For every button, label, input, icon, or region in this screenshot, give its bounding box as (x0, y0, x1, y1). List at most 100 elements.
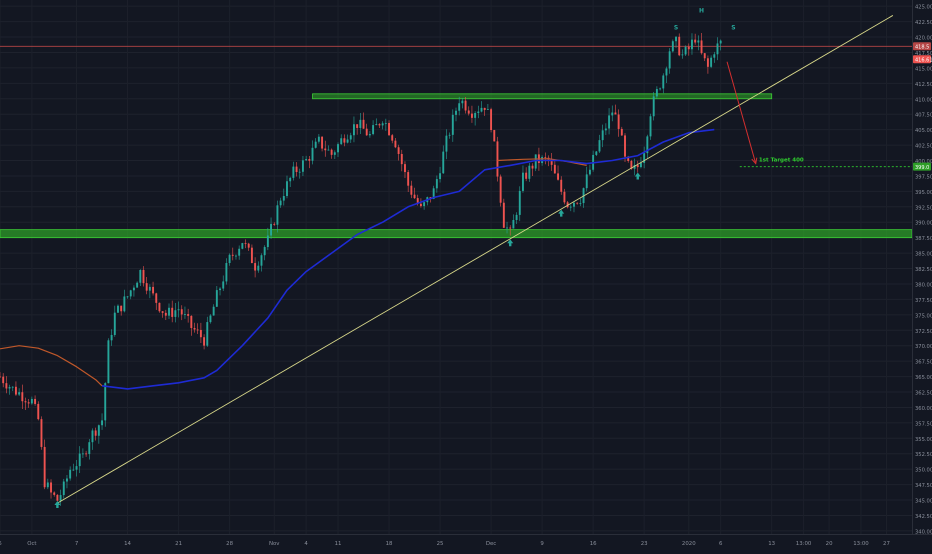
candle-body (56, 494, 59, 501)
candle-body (525, 172, 528, 179)
candle-body (94, 430, 97, 436)
candle-body (295, 166, 298, 173)
candle-body (362, 119, 365, 129)
y-tick-label: 352.50 (915, 452, 932, 458)
candle-body (432, 188, 435, 199)
y-tick-label: 405.00 (915, 128, 932, 134)
x-tick-label: 4 (304, 541, 308, 547)
candle-body (2, 376, 5, 384)
pattern-label: H (699, 7, 704, 14)
moving-average-orange (0, 345, 103, 387)
candle-body (585, 174, 588, 189)
candle-body (215, 290, 218, 307)
candle-body (655, 89, 658, 97)
x-tick-label: 18 (386, 541, 393, 547)
candle-body (601, 130, 604, 141)
candle-body (164, 312, 167, 316)
candle-body (59, 495, 62, 501)
y-tick-label: 355.00 (915, 437, 932, 443)
candle-body (349, 135, 352, 140)
target-arrow-head (751, 157, 758, 165)
candle-body (662, 75, 665, 89)
candle-body (238, 248, 241, 256)
candle-body (53, 492, 56, 495)
candle-body (384, 123, 387, 124)
target-arrow (726, 61, 757, 164)
candle-body (203, 337, 206, 346)
trendline (57, 15, 894, 504)
price-badge-label: 399.0 (915, 165, 929, 171)
y-tick-label: 365.00 (915, 375, 932, 381)
y-tick-label: 412.50 (915, 82, 932, 88)
candle-body (113, 312, 116, 335)
x-tick-label: 16 (590, 541, 597, 547)
candle-body (509, 227, 512, 229)
candle-body (515, 214, 518, 220)
x-tick-label: 6 (719, 541, 723, 547)
candle-body (247, 243, 250, 248)
x-tick-label: Oct (27, 541, 36, 547)
y-tick-label: 342.50 (915, 514, 932, 520)
candle-body (308, 159, 311, 161)
y-axis[interactable]: 340.00 342.50 345.00 347.50 350.00 352.50 355.… (912, 0, 932, 550)
x-tick-label: Nov (269, 541, 280, 547)
y-tick-label: 370.00 (915, 344, 932, 350)
x-axis[interactable]: 6 Oct 7 14 21 28 Nov 4 11 18 25 Dec 9 16 23 2020 6 13 13:0… (0, 534, 932, 548)
y-tick-label: 380.00 (915, 282, 932, 288)
candle-body (117, 305, 119, 313)
candle-body (566, 202, 569, 208)
y-tick-label: 422.50 (915, 20, 932, 26)
x-tick-label: 23 (641, 541, 648, 547)
candle-body (620, 128, 623, 136)
candle-body (595, 151, 598, 155)
candle-body (158, 302, 161, 312)
candle-body (368, 134, 371, 136)
price-badge (913, 42, 931, 51)
candle-body (324, 148, 327, 151)
candle-body (97, 425, 100, 436)
candle-body (161, 311, 164, 313)
y-tick-label: 362.50 (915, 391, 932, 397)
y-tick-label: 340.00 (915, 529, 932, 535)
candle-body (649, 116, 652, 137)
candle-body (145, 283, 148, 291)
candle-body (608, 115, 611, 129)
candle-body (499, 176, 502, 203)
candle-body (206, 322, 209, 346)
pivot-arrow-marker (558, 209, 565, 217)
x-tick-label: 20 (826, 541, 833, 547)
x-tick-label: 13:00 (853, 541, 869, 547)
x-tick-label: 13:00 (796, 541, 812, 547)
candle-body (486, 109, 489, 110)
candle-body (136, 282, 139, 288)
y-tick-label: 420.00 (915, 36, 932, 42)
candle-body (337, 144, 339, 153)
candle-body (101, 420, 103, 426)
candle-body (413, 194, 416, 199)
y-tick-label: 377.50 (915, 298, 932, 304)
candle-body (66, 478, 68, 482)
y-tick-label: 360.00 (915, 406, 932, 412)
candle-body (614, 112, 617, 115)
y-tick-label: 390.00 (915, 221, 932, 227)
candle-body (423, 202, 426, 207)
candle-body (576, 202, 579, 204)
candle-body (681, 54, 684, 56)
candle-body (282, 196, 285, 201)
candle-body (5, 383, 8, 389)
candle-body (716, 43, 719, 55)
y-tick-label: 345.00 (915, 499, 932, 505)
candle-body (40, 419, 43, 447)
candle-body (132, 287, 135, 291)
candle-body (34, 398, 37, 404)
y-tick-label: 415.00 (915, 66, 932, 72)
candle-body (276, 205, 279, 225)
candle-body (270, 223, 273, 236)
candle-body (14, 386, 17, 395)
pivot-arrow-marker (634, 172, 641, 180)
y-tick-label: 372.50 (915, 329, 932, 335)
candle-body (713, 54, 716, 58)
candle-body (286, 181, 288, 197)
moving-average-orange-2 (497, 158, 587, 166)
